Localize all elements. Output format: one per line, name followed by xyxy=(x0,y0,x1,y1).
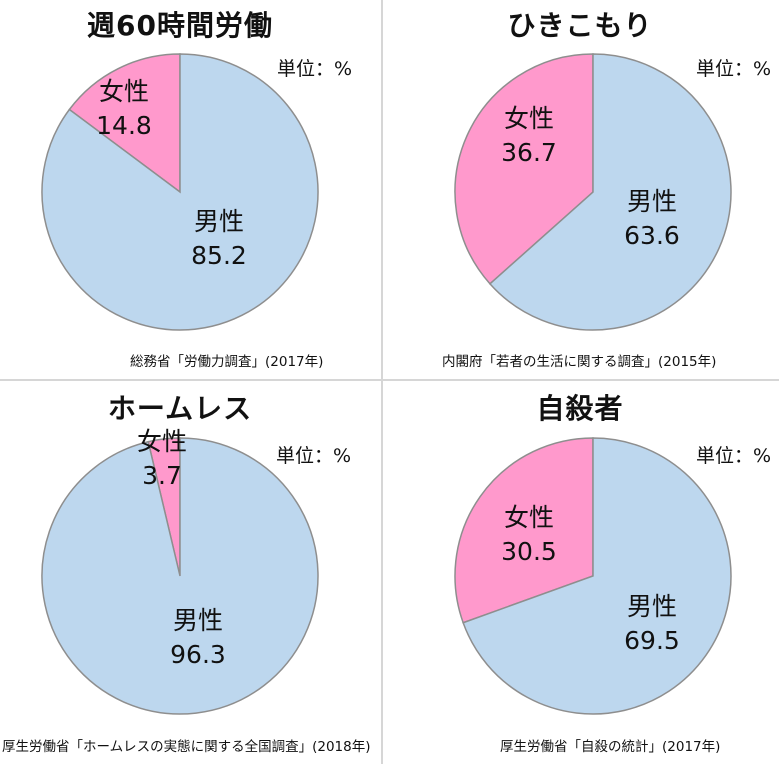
slice-label-female: 女性 xyxy=(504,503,554,532)
pie-slice-male xyxy=(488,53,732,331)
chart-title: ホームレス xyxy=(107,392,253,425)
pie-slice-female xyxy=(454,53,594,285)
source-citation: 総務省「労働力調査」(2017年) xyxy=(130,354,324,370)
slice-value-female: 30.5 xyxy=(501,537,557,566)
unit-label: 単位：% xyxy=(276,445,352,467)
slice-label-male: 男性 xyxy=(627,592,677,621)
slice-label-male: 男性 xyxy=(627,187,677,216)
pie-chart: 女性 14.8 男性 85.2 xyxy=(41,53,319,331)
slice-value-male: 69.5 xyxy=(624,626,680,655)
chart-title: 自殺者 xyxy=(536,392,624,425)
unit-label: 単位：% xyxy=(277,58,353,80)
chart-panel-homeless: ホームレス 単位：% 女性 3.7 男性 96.3 厚生労働省「ホームレスの実態に関す… xyxy=(0,383,389,764)
chart-panel-suicide: 自殺者 単位：% 女性 30.5 男性 69.5 厚生労働省「自殺の統計」(2017年… xyxy=(390,383,779,764)
chart-title: 週60時間労働 xyxy=(87,9,273,42)
source-citation: 厚生労働省「ホームレスの実態に関する全国調査」(2018年) xyxy=(2,739,371,755)
pie-slice-female xyxy=(68,53,181,194)
pie-chart: 女性 30.5 男性 69.5 xyxy=(454,437,732,715)
slice-label-male: 男性 xyxy=(173,606,223,635)
source-citation: 内閣府「若者の生活に関する調査」(2015年) xyxy=(442,354,717,370)
source-citation: 厚生労働省「自殺の統計」(2017年) xyxy=(500,739,721,755)
pie-slice-male xyxy=(41,437,319,715)
horizontal-divider xyxy=(0,379,779,381)
pie-slice-male xyxy=(41,53,319,331)
unit-label: 単位：% xyxy=(696,445,772,467)
slice-value-male: 96.3 xyxy=(170,640,226,669)
slice-label-female: 女性 xyxy=(504,104,554,133)
slice-label-male: 男性 xyxy=(194,207,244,236)
slice-value-female: 3.7 xyxy=(142,461,182,490)
pie-slice-female xyxy=(454,437,594,624)
slice-value-female: 14.8 xyxy=(96,111,152,140)
slice-value-female: 36.7 xyxy=(501,138,557,167)
vertical-divider xyxy=(381,0,383,764)
slice-value-male: 63.6 xyxy=(624,221,680,250)
pie-chart: 女性 3.7 男性 96.3 xyxy=(41,427,319,715)
slice-label-female: 女性 xyxy=(99,77,149,106)
chart-title: ひきこもり xyxy=(507,9,653,42)
slice-value-male: 85.2 xyxy=(191,241,247,270)
pie-slice-male xyxy=(462,437,732,715)
chart-panel-hikikomori: ひきこもり 単位：% 女性 36.7 男性 63.6 内閣府「若者の生活に関する調査」… xyxy=(390,0,779,381)
pie-chart: 女性 36.7 男性 63.6 xyxy=(454,53,732,331)
slice-label-female: 女性 xyxy=(137,427,187,456)
chart-panel-weekly-60h-work: 週60時間労働 単位：% 女性 14.8 男性 85.2 総務省「労働力調査」(201… xyxy=(0,0,389,381)
unit-label: 単位：% xyxy=(696,58,772,80)
